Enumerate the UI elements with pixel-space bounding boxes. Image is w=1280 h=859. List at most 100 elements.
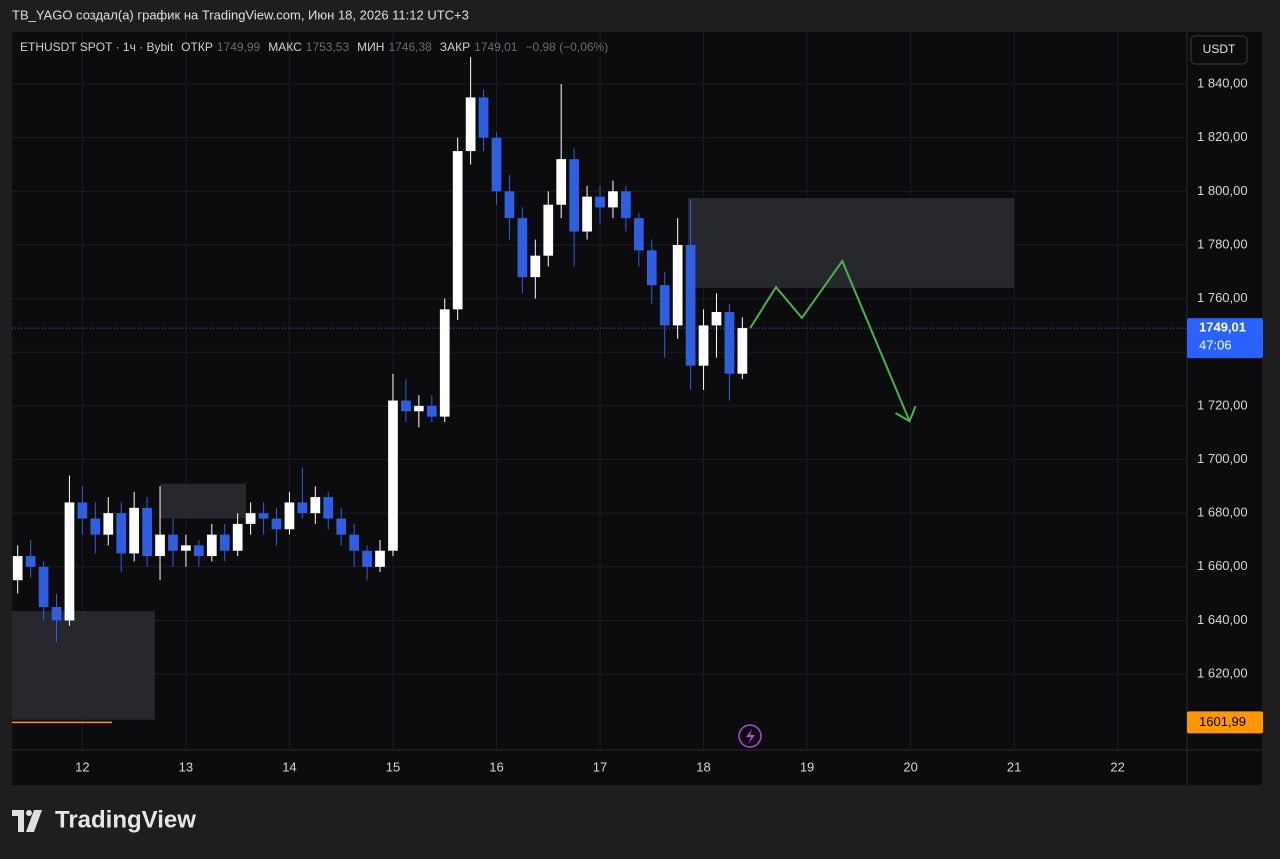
legend-item: 1749,99 xyxy=(217,40,261,54)
y-tick-label: 1 800,00 xyxy=(1197,183,1248,198)
logo-dot xyxy=(26,810,32,816)
candle-body xyxy=(194,545,204,557)
candle-body xyxy=(38,566,49,608)
candle-body xyxy=(64,502,75,621)
x-tick-label: 19 xyxy=(800,759,814,774)
x-tick-label: 22 xyxy=(1110,759,1124,774)
candle-body xyxy=(297,502,308,514)
candle-body xyxy=(530,255,541,278)
candle-body xyxy=(413,405,424,412)
legend: ETHUSDT SPOT · 1ч · Bybit ОТКР 1749,99 МАК… xyxy=(20,40,608,54)
currency-button[interactable] xyxy=(1190,35,1248,65)
y-tick-label: 1 680,00 xyxy=(1197,505,1248,520)
x-tick-label: 21 xyxy=(1007,759,1021,774)
last-price-box xyxy=(1187,318,1263,359)
candle-body xyxy=(426,405,437,417)
logo-mark xyxy=(12,810,42,832)
candle-body xyxy=(362,550,372,567)
candle-body xyxy=(155,534,165,557)
legend-item: 1749,01 xyxy=(474,40,518,54)
candle-body xyxy=(672,244,683,326)
candle-body xyxy=(659,285,670,326)
x-tick-label: 16 xyxy=(489,759,503,774)
candle-body xyxy=(206,534,217,557)
projection-path xyxy=(749,259,911,422)
candle-body xyxy=(90,518,101,535)
candle-body xyxy=(556,159,567,205)
x-tick-label: 13 xyxy=(179,759,193,774)
candle-body xyxy=(181,545,191,551)
last-price-label: 1749,01 xyxy=(1199,320,1246,335)
candle-body xyxy=(271,518,282,530)
candle-body xyxy=(258,513,269,519)
candle-body xyxy=(452,151,463,310)
zone xyxy=(12,611,155,720)
candle-body xyxy=(245,513,256,524)
candle-body xyxy=(724,312,735,374)
candle-body xyxy=(310,497,321,514)
candle-body xyxy=(129,507,140,554)
candle-body xyxy=(388,400,398,551)
x-tick-label: 20 xyxy=(903,759,917,774)
candle-body xyxy=(336,518,347,535)
candle-body xyxy=(116,513,127,554)
candle-body xyxy=(168,534,178,551)
y-tick-label: 1 820,00 xyxy=(1197,129,1248,144)
y-tick-label: 1 660,00 xyxy=(1197,558,1248,573)
legend-item: 1746,38 xyxy=(388,40,432,54)
candle-body xyxy=(478,97,489,138)
candle-body xyxy=(517,218,528,278)
x-tick-label: 14 xyxy=(282,759,296,774)
candle-body xyxy=(142,507,152,557)
countdown: 47:06 xyxy=(1199,338,1232,353)
candle-body xyxy=(12,556,23,581)
candle-body xyxy=(375,550,385,567)
plot: 1 620,00 1 640,00 1 660,00 1 680,00 1 700,00… xyxy=(12,32,1263,774)
candle-body xyxy=(504,191,515,219)
candle-body xyxy=(685,244,696,366)
caption: TB_YAGO создал(а) график на TradingView.… xyxy=(12,7,469,22)
candle-body xyxy=(232,523,243,551)
y-tick-label: 1 720,00 xyxy=(1197,397,1248,412)
x-tick-label: 15 xyxy=(386,759,400,774)
candle-body xyxy=(595,196,605,208)
candle-body xyxy=(698,325,709,366)
low-price-label: 1601,99 xyxy=(1199,714,1246,729)
legend-item: ЗАКР xyxy=(440,40,470,54)
candle-body xyxy=(711,312,722,326)
candle-body xyxy=(543,204,554,256)
low-price-box xyxy=(1187,711,1263,734)
logo xyxy=(12,810,42,832)
legend-item: МИН xyxy=(357,40,384,54)
y-tick-label: 1 640,00 xyxy=(1197,612,1248,627)
candle-body xyxy=(569,159,579,232)
projection-arrowhead xyxy=(895,405,917,423)
x-tick-label: 18 xyxy=(696,759,710,774)
candle-body xyxy=(633,218,644,251)
candle-body xyxy=(582,196,592,232)
symbol: ETHUSDT SPOT · 1ч · Bybit xyxy=(20,40,174,54)
candle-body xyxy=(77,502,88,519)
candle-body xyxy=(219,534,230,551)
candle-body xyxy=(51,607,62,621)
y-tick-label: 1 620,00 xyxy=(1197,666,1248,681)
legend-item: МАКС xyxy=(268,40,302,54)
legend-item: ОТКР xyxy=(181,40,213,54)
y-tick-label: 1 700,00 xyxy=(1197,451,1248,466)
currency[interactable]: USDT xyxy=(1203,42,1236,56)
candle-body xyxy=(465,97,476,152)
zone xyxy=(160,483,246,519)
candle-body xyxy=(349,534,360,551)
legend-item: 1753,53 xyxy=(306,40,350,54)
y-tick-label: 1 760,00 xyxy=(1197,290,1248,305)
brand: TradingView xyxy=(55,806,196,833)
candle-body xyxy=(491,137,502,192)
zone xyxy=(688,198,1015,288)
alert-bolt xyxy=(746,729,755,744)
candle-body xyxy=(284,502,295,530)
alert-icon[interactable] xyxy=(738,724,762,748)
legend-item: −0,98 (−0,06%) xyxy=(525,40,608,54)
candle-body xyxy=(621,191,631,219)
